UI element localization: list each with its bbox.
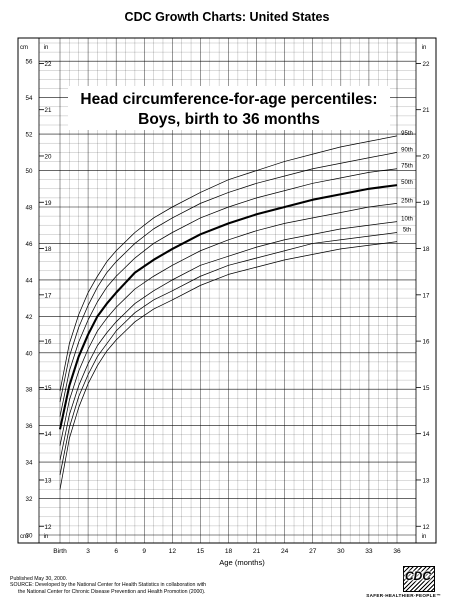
y-tick-label-in-left: 12: [45, 524, 52, 531]
footer-notes: Published May 30, 2000. SOURCE: Develope…: [10, 576, 206, 595]
y-tick-label-cm: 46: [26, 241, 33, 248]
x-tick-label: 21: [253, 548, 261, 555]
x-tick-label: 33: [365, 548, 373, 555]
logo-tagline: SAFER·HEALTHIER·PEOPLE™: [345, 593, 441, 598]
percentile-label: 75th: [401, 164, 413, 170]
y-tick-label-in-right: 16: [423, 339, 430, 346]
y-tick-label-cm: 32: [26, 496, 33, 503]
x-tick-label: 18: [225, 548, 233, 555]
y-tick-label-in-right: 19: [423, 200, 430, 207]
y-tick-label-in-left: 22: [45, 61, 52, 68]
y-tick-label-cm: 52: [26, 132, 33, 139]
x-tick-label: 15: [197, 548, 205, 555]
y-tick-label-in-right: 22: [423, 61, 430, 68]
y-tick-label-in-right: 21: [423, 107, 430, 114]
logo-text: CDC: [399, 569, 437, 583]
percentile-label: 10th: [401, 217, 413, 223]
y-tick-label-cm: 50: [26, 168, 33, 175]
y-tick-label-in-right: 20: [423, 153, 430, 160]
source-line-1: SOURCE: Developed by the National Center…: [10, 582, 206, 588]
x-tick-label: Birth: [53, 548, 67, 555]
y-tick-label-in-right: 14: [423, 431, 430, 438]
y-tick-label-in-left: 17: [45, 292, 52, 299]
y-tick-label-in-left: 16: [45, 339, 52, 346]
x-tick-label: 27: [309, 548, 317, 555]
y-tick-label-cm: 40: [26, 350, 33, 357]
percentile-label: 25th: [401, 198, 413, 204]
y-unit-in-top-left: in: [44, 45, 49, 51]
x-tick-label: 6: [114, 548, 118, 555]
source-line-2: the National Center for Chronic Disease …: [10, 589, 206, 595]
percentile-label: 95th: [401, 131, 413, 137]
x-axis-label: Age (months): [219, 558, 265, 567]
y-tick-label-cm: 44: [26, 277, 33, 284]
x-tick-label: 30: [337, 548, 345, 555]
chart-subtitle: Boys, birth to 36 months: [138, 111, 320, 128]
x-tick-label: 24: [281, 548, 289, 555]
x-tick-label: 12: [169, 548, 177, 555]
y-unit-in-top-right: in: [422, 45, 427, 51]
y-tick-label-in-left: 13: [45, 477, 52, 484]
percentile-label: 90th: [401, 147, 413, 153]
y-tick-label-cm: 38: [26, 387, 33, 394]
x-tick-label: 3: [86, 548, 90, 555]
y-tick-label-in-left: 21: [45, 107, 52, 114]
y-tick-label-in-right: 13: [423, 477, 430, 484]
y-tick-label-in-left: 20: [45, 153, 52, 160]
y-tick-label-in-left: 19: [45, 200, 52, 207]
y-unit-in-bottom-left: in: [44, 534, 49, 540]
y-tick-label-cm: 56: [26, 59, 33, 66]
y-tick-label-cm: 48: [26, 205, 33, 212]
y-tick-label-in-left: 18: [45, 246, 52, 253]
y-tick-label-in-right: 17: [423, 292, 430, 299]
percentile-label: 5th: [403, 228, 411, 234]
x-tick-label: 36: [393, 548, 401, 555]
cdc-logo: CDC SAFER·HEALTHIER·PEOPLE™: [345, 566, 441, 602]
y-unit-cm-top: cm: [20, 45, 28, 51]
chart-title: Head circumference-for-age percentiles:: [80, 91, 377, 108]
percentile-label: 50th: [401, 180, 413, 186]
x-tick-label: 9: [142, 548, 146, 555]
y-tick-label-in-right: 18: [423, 246, 430, 253]
y-tick-label-in-right: 15: [423, 385, 430, 392]
y-tick-label-cm: 54: [26, 95, 33, 102]
y-tick-label-cm: 42: [26, 314, 33, 321]
y-tick-label-cm: 36: [26, 423, 33, 430]
y-unit-cm-bottom: cm: [20, 534, 28, 540]
y-tick-label-in-right: 12: [423, 524, 430, 531]
y-unit-in-bottom-right: in: [422, 534, 427, 540]
y-tick-label-in-left: 15: [45, 385, 52, 392]
y-tick-label-cm: 34: [26, 460, 33, 467]
y-tick-label-in-left: 14: [45, 431, 52, 438]
